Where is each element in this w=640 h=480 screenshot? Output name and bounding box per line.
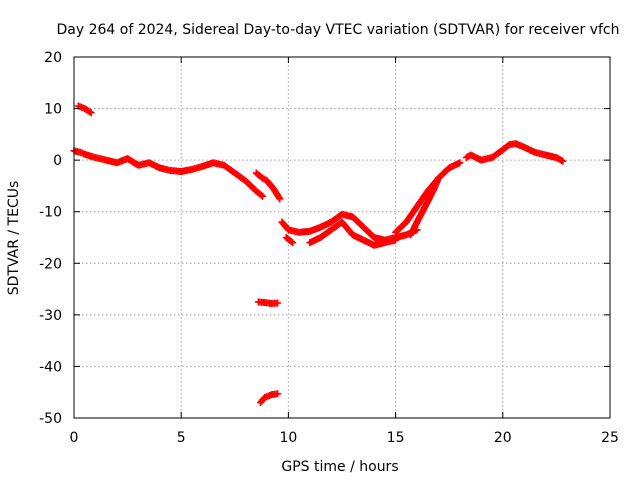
x-tick-label-5: 25 (601, 430, 619, 446)
series-4-point-3 (274, 390, 282, 398)
series-0-marker-116 (257, 191, 265, 199)
chart-title: Day 264 of 2024, Sidereal Day-to-day VTE… (56, 22, 619, 38)
y-tick-label-1: -40 (39, 359, 62, 375)
y-tick-label-4: -10 (39, 205, 62, 221)
series-2-marker-18 (275, 194, 283, 202)
x-tick-label-3: 15 (387, 430, 405, 446)
series-0-point-19 (259, 192, 267, 200)
series-6 (282, 234, 297, 247)
series-2 (252, 169, 284, 203)
series-9 (407, 174, 442, 239)
series-3 (254, 298, 282, 308)
y-tick-label-5: 0 (53, 153, 62, 169)
series-8-point-6 (456, 159, 464, 167)
y-tick-label-2: -30 (39, 308, 62, 324)
y-tick-label-6: 10 (44, 102, 62, 118)
axes: 0 5 10 15 20 25 -50 -40 -30 -20 -10 0 10 20 (39, 50, 619, 446)
series-1-marker-6 (86, 108, 94, 116)
y-tick-label-3: -20 (39, 256, 62, 272)
plot-frame (73, 56, 611, 419)
y-tick-label-0: -50 (39, 411, 62, 427)
x-tick-label-2: 10 (279, 430, 297, 446)
y-axis-label: SDTVAR / TECUs (6, 181, 22, 296)
series-9-point-4 (434, 174, 442, 182)
series-7-point-8 (392, 236, 400, 244)
x-tick-label-4: 20 (494, 430, 512, 446)
series-1-point-2 (87, 109, 95, 117)
series-10-point-11 (559, 157, 567, 165)
series-6-marker-3 (287, 238, 295, 246)
series-3-point-3 (274, 299, 282, 307)
x-tick-label-0: 0 (70, 430, 79, 446)
series-10 (462, 140, 567, 165)
series-2-point-4 (276, 195, 284, 203)
series-7 (306, 218, 400, 249)
x-tick-label-1: 5 (177, 430, 186, 446)
series-4 (257, 390, 282, 407)
y-tick-label-7: 20 (44, 50, 62, 66)
x-axis-label: GPS time / hours (281, 459, 398, 475)
series-6-point-1 (289, 239, 297, 247)
data-marks (70, 102, 567, 407)
